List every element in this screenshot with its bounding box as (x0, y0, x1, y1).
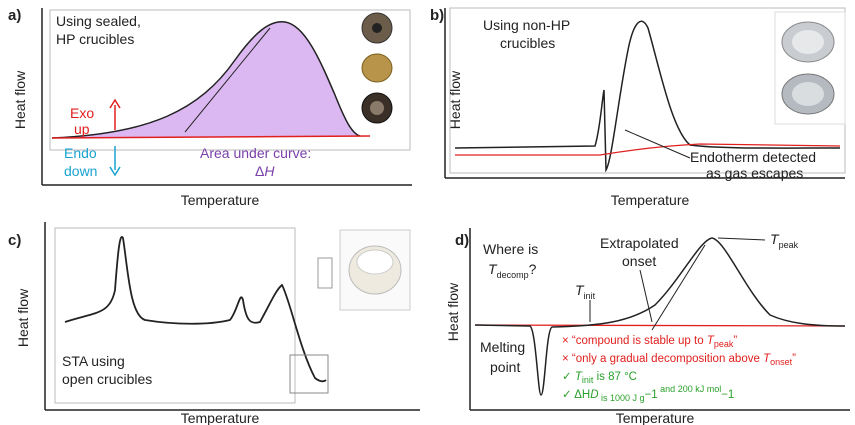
subscript: peak (714, 339, 734, 349)
y-axis-title: Heat flow (15, 288, 31, 347)
panel-label: a) (8, 7, 21, 24)
delta: Δ (255, 163, 264, 179)
subscript: onset (770, 357, 793, 367)
text: ΔH (572, 389, 591, 401)
wrong-claim: × “compound is stable up to Tpeak” (562, 335, 737, 349)
y-axis-title: Heat flow (447, 70, 463, 129)
note: Using sealed, (56, 13, 141, 29)
panel-b: b) Using non-HP crucibles Endotherm dete… (430, 7, 845, 208)
zoom-box (290, 355, 328, 393)
subscript: decomp (497, 270, 529, 280)
question: Tdecomp? (488, 261, 537, 280)
x-axis-title: Temperature (611, 192, 690, 208)
panel-label: b) (430, 7, 444, 24)
right-claim: ✓ ΔHD is 1000 J g−1 and 200 kJ mol−1 (562, 384, 734, 403)
cross: × (562, 335, 569, 347)
crucible-photos (362, 13, 392, 123)
check: ✓ (562, 389, 572, 401)
subscript: init (584, 291, 596, 301)
panel-c: c) STA using open crucibles Heat flow Te… (8, 222, 420, 425)
note: STA using (62, 353, 125, 369)
exo-label: up (74, 121, 90, 137)
text: ? (529, 261, 537, 277)
symbol: H (264, 163, 275, 179)
note: Using non-HP (483, 17, 570, 33)
panel-d: d) Where is Tdecomp? Extrapolated onset … (445, 228, 850, 425)
subscript: is 1000 J g (599, 393, 645, 403)
melting-label: Melting (480, 339, 525, 355)
annotation: Endotherm detected (690, 149, 816, 165)
check: ✓ (562, 371, 572, 383)
subscript: init (582, 375, 594, 385)
x-axis-title: Temperature (181, 410, 260, 425)
crucible-photo (318, 230, 410, 310)
annotation: as gas escapes (706, 165, 803, 181)
area-label: Area under curve: (200, 145, 311, 161)
cross: × (562, 353, 569, 365)
text: −1 (721, 389, 734, 401)
figure: a) Using sealed, HP crucibles Exo up End… (0, 0, 855, 425)
area-label: ΔH (255, 163, 275, 179)
pointer (718, 238, 765, 240)
wrong-claim: × “only a gradual decomposition above To… (562, 353, 796, 367)
pointer (625, 130, 690, 158)
crucible-photos (775, 12, 845, 124)
text: ” (792, 353, 796, 365)
text: “compound is stable up to (569, 335, 707, 347)
note: crucibles (500, 35, 555, 51)
init-label: Tinit (575, 282, 596, 301)
endo-label: Endo (64, 145, 97, 161)
onset-label: Extrapolated (600, 235, 679, 251)
x-axis-title: Temperature (181, 192, 260, 208)
panel-label: c) (8, 232, 21, 249)
melting-label: point (490, 359, 520, 375)
tangent (652, 245, 705, 330)
panel-label: d) (455, 232, 469, 249)
right-claim: ✓ Tinit is 87 °C (562, 371, 637, 385)
note: HP crucibles (56, 31, 134, 47)
x-axis-title: Temperature (616, 410, 695, 425)
onset-label: onset (622, 253, 656, 269)
text: “only a gradual decomposition above (569, 353, 763, 365)
subscript: peak (779, 240, 799, 250)
pointer (640, 270, 652, 322)
y-axis-title: Heat flow (445, 282, 461, 341)
symbol: D (590, 389, 598, 401)
superscript: and 200 kJ mol (658, 384, 722, 394)
question: Where is (483, 241, 538, 257)
endo-label: down (64, 163, 97, 179)
text: −1 (645, 389, 658, 401)
text: ” (733, 335, 737, 347)
y-axis-title: Heat flow (12, 70, 28, 129)
text: is 87 °C (593, 371, 637, 383)
peak-label: Tpeak (770, 231, 799, 250)
exo-label: Exo (70, 105, 94, 121)
panel-a: a) Using sealed, HP crucibles Exo up End… (8, 7, 412, 208)
note: open crucibles (62, 371, 152, 387)
